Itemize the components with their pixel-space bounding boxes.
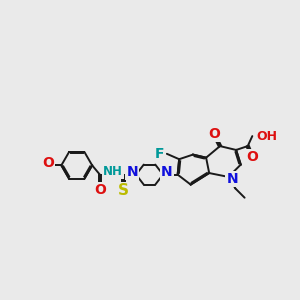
- Text: N: N: [161, 164, 173, 178]
- Text: S: S: [118, 183, 129, 198]
- Text: NH: NH: [103, 165, 123, 178]
- Text: O: O: [208, 127, 220, 141]
- Text: OH: OH: [256, 130, 277, 142]
- Text: N: N: [126, 164, 138, 178]
- Text: N: N: [226, 172, 238, 186]
- Text: O: O: [94, 183, 106, 197]
- Text: O: O: [42, 156, 54, 170]
- Text: F: F: [155, 147, 164, 161]
- Text: O: O: [246, 150, 258, 164]
